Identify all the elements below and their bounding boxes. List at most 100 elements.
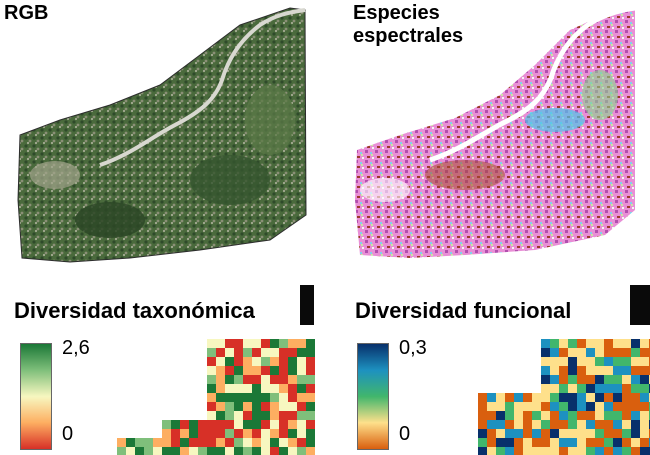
raster-cell xyxy=(496,447,505,455)
raster-cell xyxy=(234,339,243,348)
raster-cell xyxy=(577,375,586,384)
raster-cell xyxy=(243,339,252,348)
raster-cell xyxy=(586,438,595,447)
raster-cell xyxy=(505,447,514,455)
raster-cell xyxy=(595,438,604,447)
raster-cell xyxy=(180,429,189,438)
raster-cell xyxy=(261,357,270,366)
raster-cell xyxy=(640,402,649,411)
raster-cell xyxy=(577,420,586,429)
raster-cell xyxy=(631,429,640,438)
raster-cell xyxy=(640,366,649,375)
raster-cell xyxy=(631,420,640,429)
raster-cell xyxy=(631,357,640,366)
raster-cell xyxy=(613,420,622,429)
rgb-orthophoto xyxy=(17,7,307,263)
raster-cell xyxy=(541,384,550,393)
raster-cell xyxy=(297,357,306,366)
raster-cell xyxy=(541,420,550,429)
raster-cell xyxy=(595,366,604,375)
raster-cell xyxy=(306,438,315,447)
raster-cell xyxy=(586,429,595,438)
raster-cell xyxy=(225,339,234,348)
raster-cell xyxy=(640,447,649,455)
raster-cell xyxy=(514,447,523,455)
raster-cell xyxy=(162,429,171,438)
raster-cell xyxy=(297,393,306,402)
raster-cell xyxy=(613,393,622,402)
raster-cell xyxy=(505,429,514,438)
raster-cell xyxy=(270,384,279,393)
raster-cell xyxy=(171,438,180,447)
raster-cell xyxy=(252,357,261,366)
raster-cell xyxy=(234,429,243,438)
raster-cell xyxy=(577,348,586,357)
raster-cell xyxy=(550,384,559,393)
raster-cell xyxy=(523,447,532,455)
raster-cell xyxy=(550,393,559,402)
raster-cell xyxy=(216,357,225,366)
raster-cell xyxy=(496,393,505,402)
raster-cell xyxy=(261,393,270,402)
raster-cell xyxy=(207,420,216,429)
raster-cell xyxy=(279,438,288,447)
functional-divider-strip xyxy=(630,285,650,325)
raster-cell xyxy=(243,438,252,447)
raster-cell xyxy=(568,366,577,375)
raster-cell xyxy=(487,438,496,447)
raster-cell xyxy=(279,348,288,357)
raster-cell xyxy=(117,438,126,447)
raster-cell xyxy=(577,438,586,447)
raster-cell xyxy=(478,420,487,429)
raster-cell xyxy=(261,411,270,420)
raster-cell xyxy=(523,429,532,438)
raster-cell xyxy=(541,366,550,375)
raster-cell xyxy=(595,348,604,357)
raster-cell xyxy=(604,393,613,402)
functional-legend-min: 0 xyxy=(399,423,411,445)
raster-cell xyxy=(586,402,595,411)
raster-cell xyxy=(297,366,306,375)
raster-cell xyxy=(225,402,234,411)
raster-cell xyxy=(604,357,613,366)
raster-cell xyxy=(252,402,261,411)
raster-cell xyxy=(514,429,523,438)
raster-cell xyxy=(261,384,270,393)
raster-cell xyxy=(640,393,649,402)
raster-cell xyxy=(586,411,595,420)
raster-cell xyxy=(306,420,315,429)
raster-cell xyxy=(604,447,613,455)
raster-cell xyxy=(270,429,279,438)
raster-cell xyxy=(559,384,568,393)
raster-cell xyxy=(478,429,487,438)
raster-cell xyxy=(559,429,568,438)
raster-cell xyxy=(297,447,306,455)
raster-cell xyxy=(487,402,496,411)
raster-cell xyxy=(640,357,649,366)
raster-cell xyxy=(288,420,297,429)
raster-cell xyxy=(586,357,595,366)
raster-cell xyxy=(559,411,568,420)
raster-cell xyxy=(261,429,270,438)
raster-cell xyxy=(297,375,306,384)
raster-cell xyxy=(171,429,180,438)
raster-cell xyxy=(505,411,514,420)
raster-cell xyxy=(568,438,577,447)
taxonomic-diversity-panel: Diversidad taxonómica 2,6 0 xyxy=(0,285,325,455)
raster-cell xyxy=(297,384,306,393)
raster-cell xyxy=(216,420,225,429)
raster-cell xyxy=(243,429,252,438)
raster-cell xyxy=(270,447,279,455)
raster-cell xyxy=(631,402,640,411)
raster-cell xyxy=(505,393,514,402)
raster-cell xyxy=(640,339,649,348)
raster-cell xyxy=(559,339,568,348)
raster-cell xyxy=(541,375,550,384)
raster-cell xyxy=(216,384,225,393)
raster-cell xyxy=(505,438,514,447)
raster-cell xyxy=(234,447,243,455)
raster-cell xyxy=(270,411,279,420)
raster-cell xyxy=(252,429,261,438)
spectral-species-panel: Especies espectrales xyxy=(325,0,650,270)
raster-cell xyxy=(631,411,640,420)
